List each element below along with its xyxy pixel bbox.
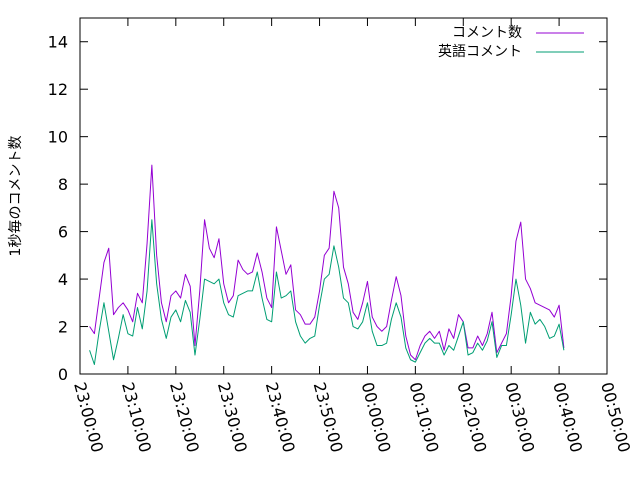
x-tick-label: 00:10:00 <box>405 380 442 454</box>
x-tick-label: 00:00:00 <box>358 380 395 454</box>
x-tick-label: 00:20:00 <box>453 380 490 454</box>
x-tick-label: 23:40:00 <box>262 380 299 454</box>
y-axis-label: 1秒毎のコメント数 <box>8 136 24 257</box>
y-tick-label: 10 <box>48 128 68 147</box>
y-tick-label: 0 <box>58 365 68 384</box>
x-tick-label: 00:40:00 <box>549 380 586 454</box>
series-layer <box>89 164 565 366</box>
x-tick-label: 23:30:00 <box>214 380 251 454</box>
legend-label-comments: コメント数 <box>452 25 522 41</box>
y-tick-label: 12 <box>48 80 68 99</box>
y-tick-label: 2 <box>58 318 68 337</box>
plot-frame <box>79 17 608 375</box>
x-tick-label: 00:30:00 <box>501 380 538 454</box>
y-tick-label: 4 <box>58 270 68 289</box>
series-line-english-comments <box>89 219 565 366</box>
x-tick-label: 23:20:00 <box>166 380 203 454</box>
x-tick-label: 00:50:00 <box>597 380 634 454</box>
y-tick-label: 8 <box>58 175 68 194</box>
series-line-comments <box>89 164 565 361</box>
y-tick-label: 6 <box>58 223 68 242</box>
y-tick-label: 14 <box>48 33 68 52</box>
x-tick-label: 23:10:00 <box>118 380 155 454</box>
legend-label-english-comments: 英語コメント <box>438 43 522 60</box>
legend: コメント数 英語コメント <box>438 25 584 60</box>
x-tick-label: 23:00:00 <box>70 380 107 454</box>
x-tick-label: 23:50:00 <box>310 380 347 454</box>
